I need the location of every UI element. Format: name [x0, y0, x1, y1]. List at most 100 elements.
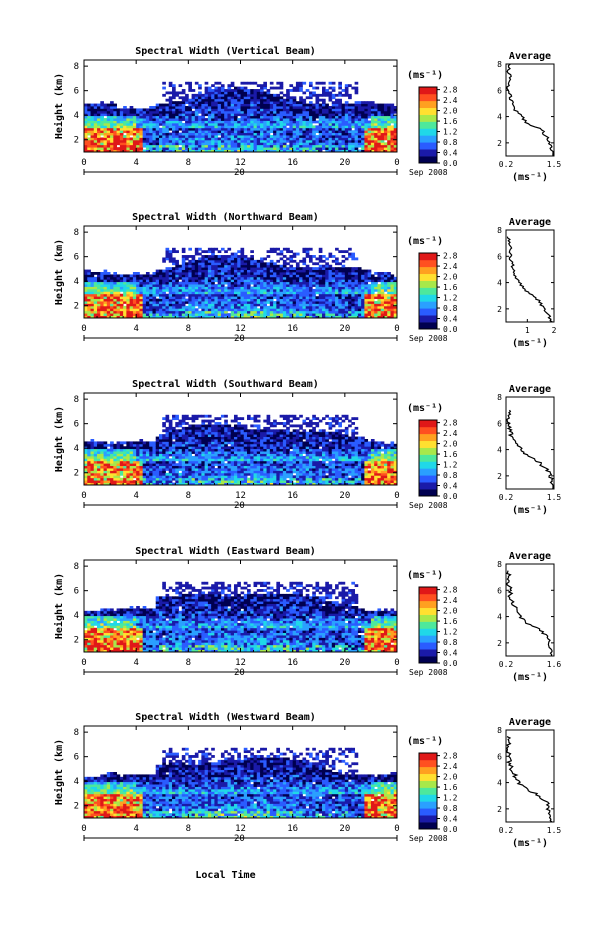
- heatmap-cell: [292, 103, 297, 107]
- heatmap-cell: [142, 475, 147, 479]
- heatmap-cell: [214, 115, 219, 119]
- heatmap-cell: [331, 147, 336, 150]
- heatmap-cell: [132, 122, 137, 126]
- heatmap-cell: [289, 106, 294, 109]
- heatmap-cell: [282, 120, 287, 124]
- heatmap-cell: [263, 142, 267, 146]
- heatmap-cell: [263, 269, 267, 273]
- heatmap-cell: [233, 267, 238, 270]
- heatmap-cell: [220, 135, 225, 138]
- heatmap-cell: [344, 284, 349, 287]
- heatmap-cell: [87, 470, 91, 474]
- heatmap-cell: [84, 125, 88, 129]
- heatmap-cell: [132, 315, 137, 319]
- heatmap-cell: [237, 144, 241, 148]
- heatmap-cell: [145, 301, 150, 304]
- heatmap-cell: [97, 298, 101, 302]
- heatmap-cell: [279, 96, 284, 100]
- heatmap-cell: [211, 288, 215, 292]
- heatmap-cell: [328, 308, 333, 312]
- average-x-tick-label: 2: [552, 326, 557, 335]
- heatmap-cell: [312, 118, 316, 121]
- heatmap-cell: [318, 144, 323, 148]
- heatmap-cell: [250, 127, 254, 131]
- heatmap-cell: [233, 276, 238, 280]
- heatmap-cell: [185, 113, 189, 117]
- heatmap-cell: [308, 118, 313, 121]
- heatmap-cell: [162, 296, 166, 300]
- heatmap-cell: [211, 315, 215, 319]
- heatmap-cell: [269, 108, 274, 112]
- heatmap-cell: [87, 472, 91, 476]
- heatmap-cell: [201, 149, 206, 153]
- heatmap-cell: [123, 315, 127, 319]
- heatmap-cell: [224, 267, 228, 270]
- heatmap-cell: [175, 147, 179, 150]
- heatmap-cell: [331, 103, 336, 107]
- heatmap-cell: [380, 115, 385, 119]
- heatmap-cell: [351, 125, 356, 129]
- heatmap-cell: [328, 135, 333, 138]
- heatmap-cell: [168, 274, 173, 278]
- heatmap-cell: [84, 458, 88, 462]
- heatmap-cell: [168, 144, 173, 148]
- heatmap-cell: [136, 132, 140, 136]
- heatmap-cell: [198, 269, 202, 273]
- heatmap-cell: [250, 308, 254, 312]
- heatmap-cell: [243, 259, 248, 263]
- heatmap-cell: [227, 149, 232, 153]
- heatmap-cell: [178, 149, 183, 153]
- heatmap-cell: [191, 296, 196, 300]
- heatmap-cell: [188, 301, 192, 304]
- heatmap-cell: [305, 310, 310, 314]
- heatmap-cell: [142, 460, 147, 464]
- heatmap-cell: [220, 286, 225, 290]
- heatmap-cell: [217, 137, 222, 141]
- heatmap-cell: [305, 301, 310, 304]
- heatmap-cell: [331, 281, 336, 285]
- heatmap-cell: [387, 135, 391, 138]
- heatmap-cell: [227, 142, 232, 146]
- heatmap-cell: [237, 264, 241, 268]
- heatmap-cell: [299, 84, 303, 88]
- heatmap-cell: [90, 298, 95, 302]
- heatmap-cell: [217, 272, 222, 275]
- heatmap-cell: [377, 298, 382, 302]
- heatmap-cell: [106, 308, 111, 312]
- heatmap-cell: [370, 284, 375, 287]
- heatmap-cell: [344, 274, 349, 278]
- heatmap-cell: [106, 448, 111, 452]
- heatmap-cell: [250, 293, 254, 297]
- heatmap-cell: [204, 267, 209, 270]
- heatmap-cell: [328, 122, 333, 126]
- heatmap-cell: [302, 308, 307, 312]
- heatmap-cell: [240, 144, 245, 148]
- heatmap-cell: [214, 269, 219, 273]
- heatmap-cell: [217, 281, 222, 285]
- heatmap-cell: [286, 149, 290, 153]
- heatmap-cell: [273, 284, 277, 287]
- heatmap-cell: [84, 315, 88, 319]
- colorbar-tick-label: 1.2: [443, 128, 458, 137]
- heatmap-cell: [282, 310, 287, 314]
- heatmap-cell: [269, 127, 274, 131]
- heatmap-cell: [393, 303, 398, 307]
- heatmap-cell: [87, 460, 91, 464]
- heatmap-cell: [338, 93, 342, 97]
- heatmap-cell: [305, 308, 310, 312]
- heatmap-cell: [260, 115, 264, 119]
- heatmap-cell: [116, 296, 121, 300]
- heatmap-cell: [129, 301, 134, 304]
- heatmap-cell: [273, 276, 277, 280]
- heatmap-cell: [328, 298, 333, 302]
- heatmap-cell: [224, 110, 228, 114]
- heatmap-cell: [119, 451, 124, 454]
- heatmap-cell: [87, 308, 91, 312]
- heatmap-cell: [145, 108, 150, 112]
- heatmap-cell: [132, 130, 137, 134]
- heatmap-cell: [129, 120, 134, 124]
- heatmap-cell: [289, 125, 294, 129]
- heatmap-cell: [335, 137, 339, 141]
- heatmap-cell: [344, 269, 349, 273]
- heatmap-cell: [145, 305, 150, 309]
